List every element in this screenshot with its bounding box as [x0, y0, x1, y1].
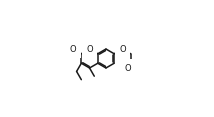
Text: O: O — [125, 64, 131, 73]
Text: O: O — [86, 45, 93, 53]
Text: O: O — [119, 45, 126, 53]
Text: O: O — [70, 45, 76, 53]
